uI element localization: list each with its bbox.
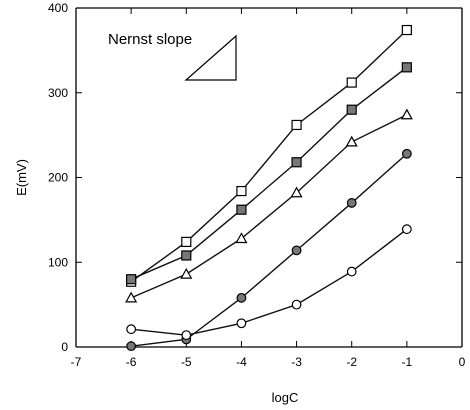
data-point bbox=[346, 198, 357, 208]
nernst-annotation: Nernst slope bbox=[108, 31, 237, 81]
series-open-circle bbox=[126, 224, 412, 341]
series-open-square bbox=[126, 24, 412, 287]
data-point bbox=[236, 185, 247, 197]
data-point bbox=[401, 148, 412, 159]
x-tick-label: -1 bbox=[402, 355, 413, 369]
data-point bbox=[291, 157, 302, 168]
data-point bbox=[401, 62, 412, 73]
nernst-slope-triangle bbox=[184, 34, 237, 81]
series-line bbox=[131, 228, 408, 336]
x-tick-label: -7 bbox=[71, 355, 82, 369]
x-axis-title: logC bbox=[272, 390, 299, 405]
series-filled-square bbox=[126, 62, 412, 285]
data-point bbox=[401, 24, 412, 36]
series-line bbox=[131, 153, 408, 347]
data-point bbox=[346, 266, 357, 277]
data-point bbox=[291, 245, 302, 256]
series-open-triangle bbox=[125, 108, 413, 303]
data-point bbox=[180, 267, 193, 279]
x-tick-label: -5 bbox=[181, 355, 192, 369]
data-point bbox=[236, 292, 247, 303]
series-line bbox=[130, 29, 408, 283]
y-tick-label: 300 bbox=[48, 86, 68, 100]
data-point bbox=[291, 299, 302, 310]
series-line bbox=[130, 66, 408, 280]
data-point bbox=[181, 250, 192, 261]
data-point bbox=[291, 119, 302, 131]
x-tick-label: -4 bbox=[236, 355, 247, 369]
data-point bbox=[236, 318, 247, 329]
data-point bbox=[290, 186, 303, 198]
series-layer bbox=[125, 24, 413, 352]
axis-ticks: 0 100 200 300 400 -7 -6 -5 -4 -3 -2 -1 0 bbox=[48, 1, 466, 369]
y-tick-label: 200 bbox=[48, 171, 68, 185]
series-line bbox=[130, 114, 408, 299]
x-tick-label: -3 bbox=[291, 355, 302, 369]
data-point bbox=[236, 204, 247, 215]
data-point bbox=[345, 135, 358, 147]
data-point bbox=[126, 324, 137, 335]
x-tick-label: -6 bbox=[126, 355, 137, 369]
y-tick-label: 100 bbox=[48, 255, 68, 269]
data-point bbox=[125, 291, 138, 303]
data-point bbox=[181, 330, 192, 341]
data-point bbox=[181, 236, 192, 248]
y-tick-label: 0 bbox=[61, 340, 68, 354]
y-axis-title: E(mV) bbox=[14, 159, 29, 196]
data-point bbox=[126, 341, 137, 352]
data-point bbox=[400, 108, 413, 120]
data-point bbox=[235, 232, 248, 244]
series-filled-circle bbox=[126, 148, 412, 352]
data-point bbox=[401, 224, 412, 235]
x-tick-label: -2 bbox=[346, 355, 357, 369]
x-tick-label: 0 bbox=[459, 355, 466, 369]
data-point bbox=[346, 104, 357, 115]
nernst-slope-label: Nernst slope bbox=[108, 31, 192, 48]
y-tick-label: 400 bbox=[48, 1, 68, 15]
data-point bbox=[126, 274, 137, 285]
data-point bbox=[346, 77, 357, 88]
